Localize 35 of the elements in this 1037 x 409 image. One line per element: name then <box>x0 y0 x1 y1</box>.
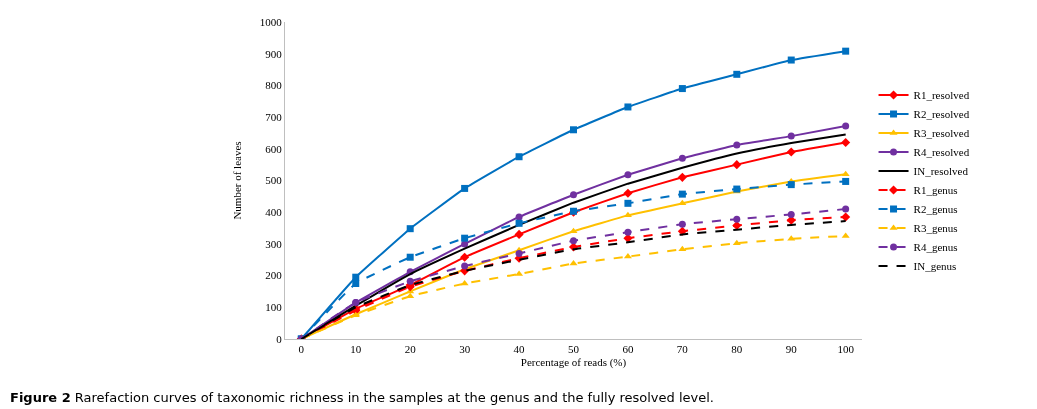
x-tick-label: 100 <box>837 343 855 356</box>
x-tick-label: 70 <box>676 343 689 356</box>
x-tick-label: 20 <box>404 343 417 356</box>
legend-label: R4_genus <box>913 241 958 254</box>
legend-label: R2_resolved <box>913 108 970 121</box>
x-tick-label: 30 <box>459 343 471 356</box>
y-tick-label: 100 <box>265 301 283 314</box>
y-axis-title: Number of leaves <box>231 141 244 220</box>
y-tick-label: 200 <box>265 269 283 282</box>
y-tick-label: 1000 <box>259 15 283 28</box>
y-tick-label: 800 <box>265 79 283 92</box>
x-tick-label: 60 <box>622 343 634 356</box>
legend-label: R1_genus <box>913 184 958 197</box>
legend-label: R4_resolved <box>913 146 970 159</box>
y-tick-label: 500 <box>265 174 283 187</box>
x-tick-label: 10 <box>350 343 362 356</box>
x-tick-label: 50 <box>568 343 580 356</box>
x-axis-title: Percentage of reads (%) <box>520 356 627 370</box>
legend-label: IN_resolved <box>913 165 969 178</box>
y-tick-label: 300 <box>265 237 283 250</box>
y-tick-label: 600 <box>265 142 283 155</box>
legend-label: R3_genus <box>913 222 958 235</box>
y-tick-label: 400 <box>265 206 283 219</box>
x-tick-label: 90 <box>785 343 798 356</box>
legend-label: R3_resolved <box>913 127 970 140</box>
x-tick-label: 80 <box>731 343 743 356</box>
legend-label: IN_genus <box>913 260 957 273</box>
x-tick-label: 40 <box>513 343 526 356</box>
y-tick-label: 0 <box>276 332 283 345</box>
y-tick-label: 700 <box>265 110 283 123</box>
legend-label: R2_genus <box>913 203 958 216</box>
y-tick-label: 900 <box>265 47 283 60</box>
legend-label: R1_resolved <box>913 89 970 102</box>
caption: Figure 2 Rarefaction curves of taxonomic richness in the samples at the genus and the fully resolved level. <box>10 390 714 405</box>
x-tick-label: 0 <box>298 343 305 356</box>
